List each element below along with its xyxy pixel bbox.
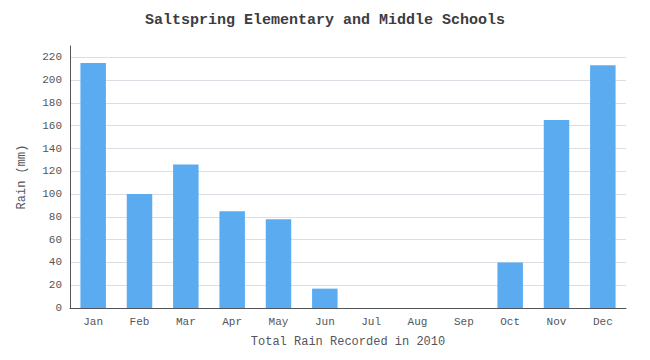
svg-text:120: 120 xyxy=(42,165,62,177)
svg-text:Feb: Feb xyxy=(130,316,150,328)
svg-text:Apr: Apr xyxy=(222,316,242,328)
svg-text:200: 200 xyxy=(42,74,62,86)
svg-text:Oct: Oct xyxy=(500,316,520,328)
svg-text:60: 60 xyxy=(49,234,62,246)
svg-text:80: 80 xyxy=(49,211,62,223)
svg-text:220: 220 xyxy=(42,51,62,63)
svg-text:Total Rain Recorded in 2010: Total Rain Recorded in 2010 xyxy=(251,335,445,349)
svg-text:Mar: Mar xyxy=(176,316,196,328)
svg-text:Rain (mm): Rain (mm) xyxy=(15,145,29,210)
svg-text:100: 100 xyxy=(42,188,62,200)
svg-text:140: 140 xyxy=(42,143,62,155)
svg-text:Saltspring Elementary and Midd: Saltspring Elementary and Middle Schools xyxy=(145,12,505,29)
svg-text:May: May xyxy=(269,316,289,328)
svg-text:20: 20 xyxy=(49,279,62,291)
svg-text:180: 180 xyxy=(42,97,62,109)
svg-text:Dec: Dec xyxy=(593,316,613,328)
svg-text:Jun: Jun xyxy=(315,316,335,328)
svg-text:160: 160 xyxy=(42,120,62,132)
svg-text:Aug: Aug xyxy=(408,316,428,328)
svg-text:40: 40 xyxy=(49,256,62,268)
svg-text:Sep: Sep xyxy=(454,316,474,328)
svg-text:Jul: Jul xyxy=(361,316,381,328)
svg-text:0: 0 xyxy=(55,302,62,314)
svg-text:Jan: Jan xyxy=(83,316,103,328)
svg-text:Nov: Nov xyxy=(547,316,567,328)
